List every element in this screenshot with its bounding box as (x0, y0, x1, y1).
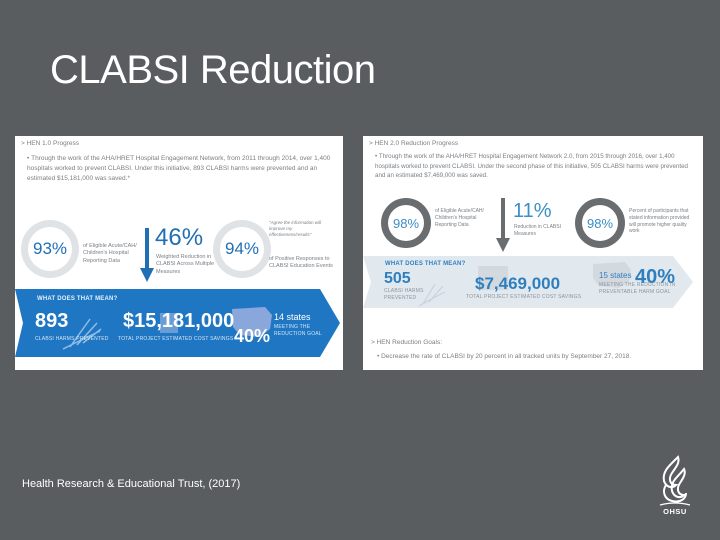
hen1-savings-caption: TOTAL PROJECT ESTIMATED COST SAVINGS (118, 336, 234, 342)
hen2-banner-heading: WHAT DOES THAT MEAN? (385, 261, 466, 267)
logo-text: OHSU (663, 507, 687, 516)
hen2-donut-participants: 98% (575, 198, 625, 248)
hen2-stat-participants-label: Percent of participants that stated info… (629, 208, 690, 235)
bullet-icon: • (375, 153, 379, 160)
hen2-states-value: 15 states (599, 271, 632, 280)
hen1-stat-reporting-label: of Eligible Acute/CAH/ Children's Hospit… (83, 243, 137, 264)
hen2-body-text: • Through the work of the AHA/HRET Hospi… (375, 153, 688, 180)
hen2-stat-reporting-label: of Eligible Acute/CAH/ Children's Hospit… (435, 208, 484, 228)
bullet-icon: • (27, 155, 32, 162)
hen1-stat-education-value: 94% (224, 239, 260, 258)
hen2-stat-reporting-value: 98% (392, 215, 420, 231)
bullet-icon: • (377, 353, 382, 360)
hen2-infographic: > HEN 2.0 Reduction Progress • Through t… (363, 136, 703, 370)
hen1-infographic: > HEN 1.0 Progress • Through the work of… (15, 136, 343, 370)
hen1-body-text: • Through the work of the AHA/HRET Hospi… (27, 155, 331, 183)
slide-title: CLABSI Reduction (50, 48, 376, 92)
hen1-banner-shape (15, 289, 340, 357)
hen1-stat-reporting-value: 93% (32, 239, 68, 258)
hen1-donut-education: 94% (213, 220, 271, 278)
hen1-quote-note: "Agree the information will improve my e… (269, 220, 322, 238)
hen1-states-caption: MEETING THE REDUCTION GOAL (274, 324, 322, 337)
caret-icon: > (369, 140, 375, 147)
citation: Health Research & Educational Trust, (20… (22, 478, 241, 490)
hen2-pct-value: 40% (635, 266, 676, 288)
hen2-states-caption: MEETING THE REDUCTION IN PREVENTABLE HAR… (599, 282, 676, 295)
hen1-pct-value: 40% (234, 326, 271, 346)
hen2-stat-reduction-label: Reduction in CLABSI Measures (514, 224, 561, 237)
hen1-harms-caption: CLABSI HARMS PREVENTED (35, 336, 109, 342)
hen1-section-heading: > HEN 1.0 Progress (21, 140, 79, 147)
hen2-banner-shape (363, 256, 693, 308)
arrow-down-icon (496, 198, 510, 252)
hen2-harms-value: 505 (384, 270, 411, 287)
caret-icon: > (371, 339, 377, 346)
hen2-section-heading: > HEN 2.0 Reduction Progress (369, 140, 459, 147)
flame-logo-icon (659, 455, 691, 506)
ohsu-logo: OHSU (650, 455, 700, 520)
hen1-stat-education-label: of Positive Responses to CLABSI Educatio… (269, 256, 333, 270)
hen2-goals-bullet: • Decrease the rate of CLABSI by 20 perc… (377, 353, 632, 360)
hen1-states-value: 14 states (274, 312, 311, 322)
hen2-harms-caption: CLABSI HARMS PREVENTED (384, 288, 424, 301)
hen2-goals-heading: > HEN Reduction Goals: (371, 339, 442, 346)
hen2-donut-reporting: 98% (381, 198, 431, 248)
hen1-harms-value: 893 (35, 310, 69, 332)
hen2-stat-participants-value: 98% (586, 215, 614, 231)
arrow-down-icon (140, 228, 154, 282)
hen1-savings-value: $15,181,000 (123, 310, 235, 332)
hen2-stat-reduction-value: 11% (513, 200, 552, 222)
hen1-stat-reduction-value: 46% (155, 224, 204, 251)
hen2-savings-caption: TOTAL PROJECT ESTIMATED COST SAVINGS (466, 294, 582, 300)
hen1-donut-reporting: 93% (21, 220, 79, 278)
hen2-savings-value: $7,469,000 (475, 274, 561, 293)
caret-icon: > (21, 140, 27, 147)
hen1-stat-reduction-label: Weighted Reduction in CLABSI Across Mult… (156, 254, 215, 275)
hen1-banner-heading: WHAT DOES THAT MEAN? (37, 296, 118, 302)
